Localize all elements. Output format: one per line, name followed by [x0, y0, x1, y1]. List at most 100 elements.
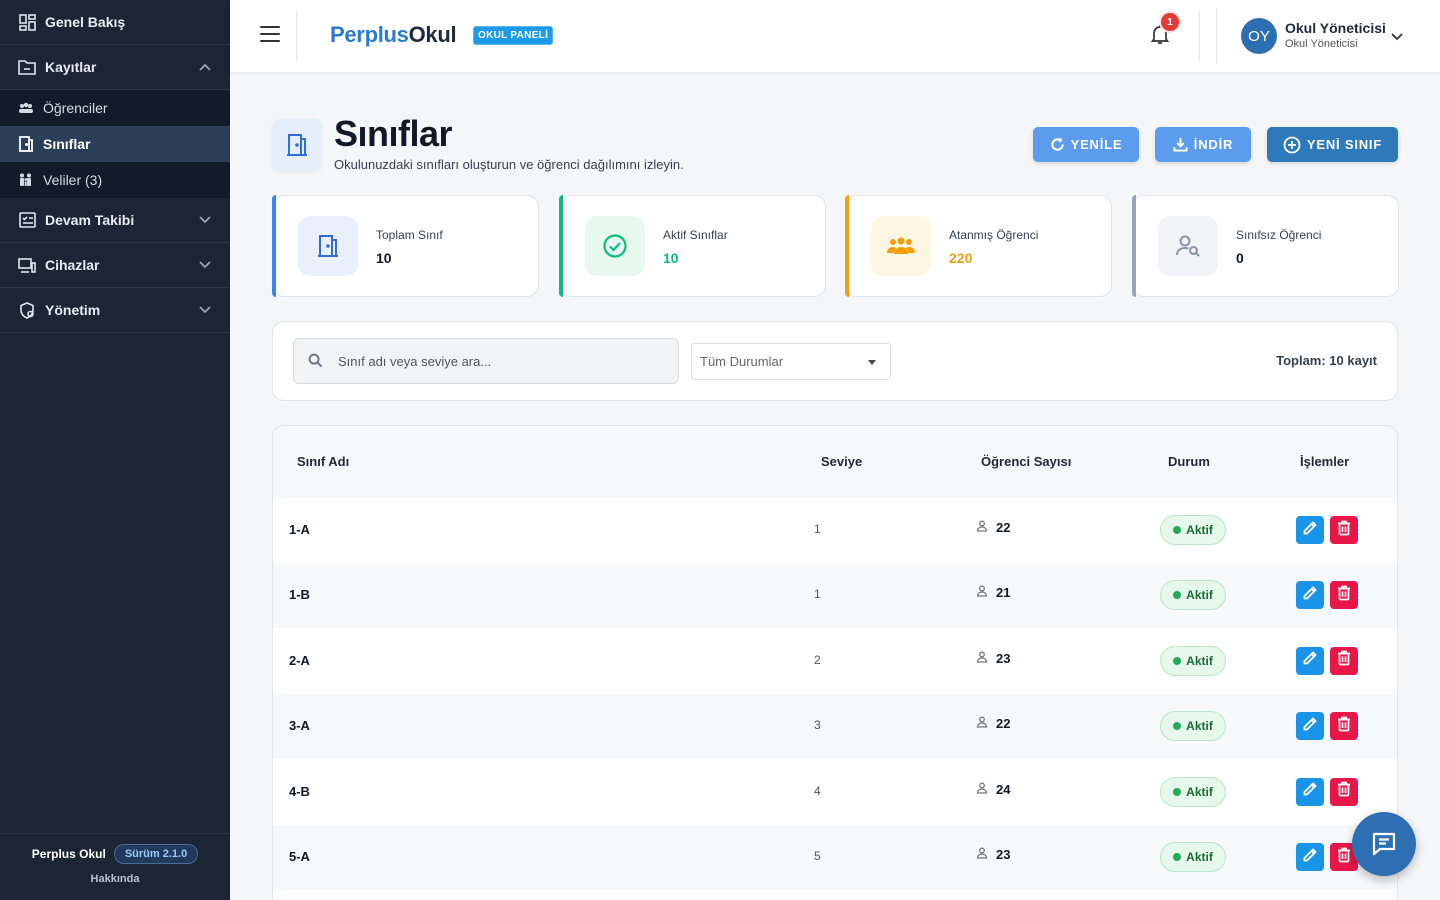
footer-brand: Perplus Okul — [31, 847, 106, 861]
user-name[interactable]: Okul Yöneticisi — [1285, 20, 1386, 36]
nav-item-label: Yönetim — [45, 302, 101, 318]
search-input[interactable] — [338, 339, 668, 383]
sidebar-footer: Perplus Okul Sürüm 2.1.0 Hakkında — [0, 833, 230, 900]
class-name-cell: 2-A — [289, 652, 310, 668]
download-label: İNDİR — [1193, 137, 1234, 152]
stat-accent-bar — [559, 195, 563, 297]
pencil-icon — [1302, 716, 1318, 737]
status-label: Aktif — [1186, 523, 1213, 537]
status-dot — [1173, 591, 1182, 600]
person-icon — [976, 782, 988, 797]
column-header-level[interactable]: Seviye — [821, 454, 863, 469]
stat-card-unassigned-students: Sınıfsız Öğrenci 0 — [1132, 195, 1399, 297]
student-count-cell: 23 — [976, 847, 1010, 862]
status-filter-select[interactable]: Tüm Durumlar — [691, 343, 891, 380]
trash-icon — [1337, 781, 1351, 802]
sidebar-item-classes[interactable]: Sınıflar — [0, 126, 230, 162]
avatar[interactable]: OY — [1241, 18, 1277, 54]
status-dot — [1173, 656, 1182, 665]
delete-button[interactable] — [1330, 516, 1358, 544]
stat-accent-bar — [1132, 195, 1136, 297]
dashboard-icon — [18, 13, 36, 31]
edit-button[interactable] — [1296, 516, 1324, 544]
status-badge: Aktif — [1160, 776, 1226, 807]
new-class-button[interactable]: YENİ SINIF — [1267, 127, 1398, 162]
person-icon — [976, 520, 988, 535]
nav-item-devices[interactable]: Cihazlar — [0, 243, 230, 288]
column-header-class-name[interactable]: Sınıf Adı — [297, 454, 350, 469]
stat-accent-bar — [272, 195, 276, 297]
student-count-cell: 22 — [976, 716, 1010, 731]
panel-badge: OKUL PANELİ — [473, 26, 554, 45]
class-name-cell: 5-A — [289, 849, 310, 864]
table-row: 2-A 2 23 Aktif — [273, 629, 1397, 694]
person-icon — [976, 585, 988, 600]
divider — [1199, 10, 1200, 62]
status-dot — [1173, 853, 1182, 861]
about-link[interactable]: Hakkında — [90, 873, 140, 885]
sidebar-item-students[interactable]: Öğrenciler — [0, 90, 230, 126]
search-icon — [308, 353, 324, 369]
chat-button[interactable] — [1352, 812, 1416, 876]
trash-icon — [1337, 520, 1351, 541]
total-records: Toplam: 10 kayıt — [1276, 353, 1377, 368]
admin-icon — [18, 301, 36, 319]
column-header-status: Durum — [1168, 454, 1210, 469]
table-header: Sınıf Adı Seviye Öğrenci Sayısı Durum İş… — [273, 426, 1397, 498]
student-count-value: 21 — [996, 585, 1011, 601]
logo-part-2: Okul — [408, 22, 457, 47]
door-icon — [18, 136, 34, 152]
delete-button[interactable] — [1330, 843, 1358, 871]
stat-accent-bar — [845, 195, 849, 297]
status-dot — [1173, 787, 1182, 796]
download-icon — [1173, 137, 1188, 152]
status-badge: Aktif — [1160, 645, 1226, 676]
delete-button[interactable] — [1330, 581, 1358, 610]
new-class-label: YENİ SINIF — [1306, 137, 1383, 152]
chevron-up-icon — [198, 60, 212, 74]
delete-button[interactable] — [1330, 646, 1358, 675]
edit-button[interactable] — [1296, 777, 1324, 806]
nav-item-attendance[interactable]: Devam Takibi — [0, 198, 230, 243]
app-logo[interactable]: PerplusOkul — [330, 22, 457, 48]
status-label: Aktif — [1186, 784, 1213, 799]
download-button[interactable]: İNDİR — [1155, 127, 1251, 162]
topbar: PerplusOkul OKUL PANELİ 1 OY Okul Yöneti… — [230, 0, 1440, 72]
column-header-student-count[interactable]: Öğrenci Sayısı — [981, 454, 1072, 469]
person-icon — [976, 651, 988, 666]
student-count-cell: 24 — [976, 782, 1010, 797]
status-badge: Aktif — [1160, 711, 1226, 742]
stat-card-active-classes: Aktif Sınıflar 10 — [559, 195, 826, 297]
search-box — [293, 338, 679, 384]
trash-icon — [1337, 585, 1351, 606]
family-icon — [18, 172, 34, 188]
chat-icon — [1372, 832, 1396, 856]
sidebar-item-label: Veliler (3) — [43, 172, 103, 188]
divider — [296, 10, 297, 62]
sidebar-item-parents[interactable]: Veliler (3) — [0, 162, 230, 198]
person-icon — [976, 716, 988, 731]
group-icon — [871, 216, 931, 276]
student-count-value: 23 — [996, 847, 1011, 862]
class-name-cell: 1-A — [289, 522, 310, 537]
nav-item-records[interactable]: Kayıtlar — [0, 45, 230, 90]
nav-item-overview[interactable]: Genel Bakış — [0, 0, 230, 45]
edit-button[interactable] — [1296, 581, 1324, 610]
menu-toggle-icon[interactable] — [260, 26, 280, 42]
table-row: 5-A 5 23 Aktif — [273, 825, 1397, 890]
delete-button[interactable] — [1330, 777, 1358, 806]
level-cell: 4 — [814, 783, 821, 798]
status-badge: Aktif — [1160, 842, 1226, 872]
chevron-down-icon — [198, 303, 212, 317]
delete-button[interactable] — [1330, 712, 1358, 741]
chevron-down-icon[interactable] — [1391, 28, 1405, 42]
refresh-button[interactable]: YENİLE — [1033, 127, 1139, 162]
nav-item-admin[interactable]: Yönetim — [0, 288, 230, 333]
stat-label: Aktif Sınıflar — [663, 228, 728, 242]
stat-value: 10 — [376, 250, 392, 266]
folder-icon — [18, 58, 36, 76]
edit-button[interactable] — [1296, 646, 1324, 675]
stat-card-total-classes: Toplam Sınıf 10 — [272, 195, 539, 297]
edit-button[interactable] — [1296, 712, 1324, 741]
edit-button[interactable] — [1296, 843, 1324, 871]
